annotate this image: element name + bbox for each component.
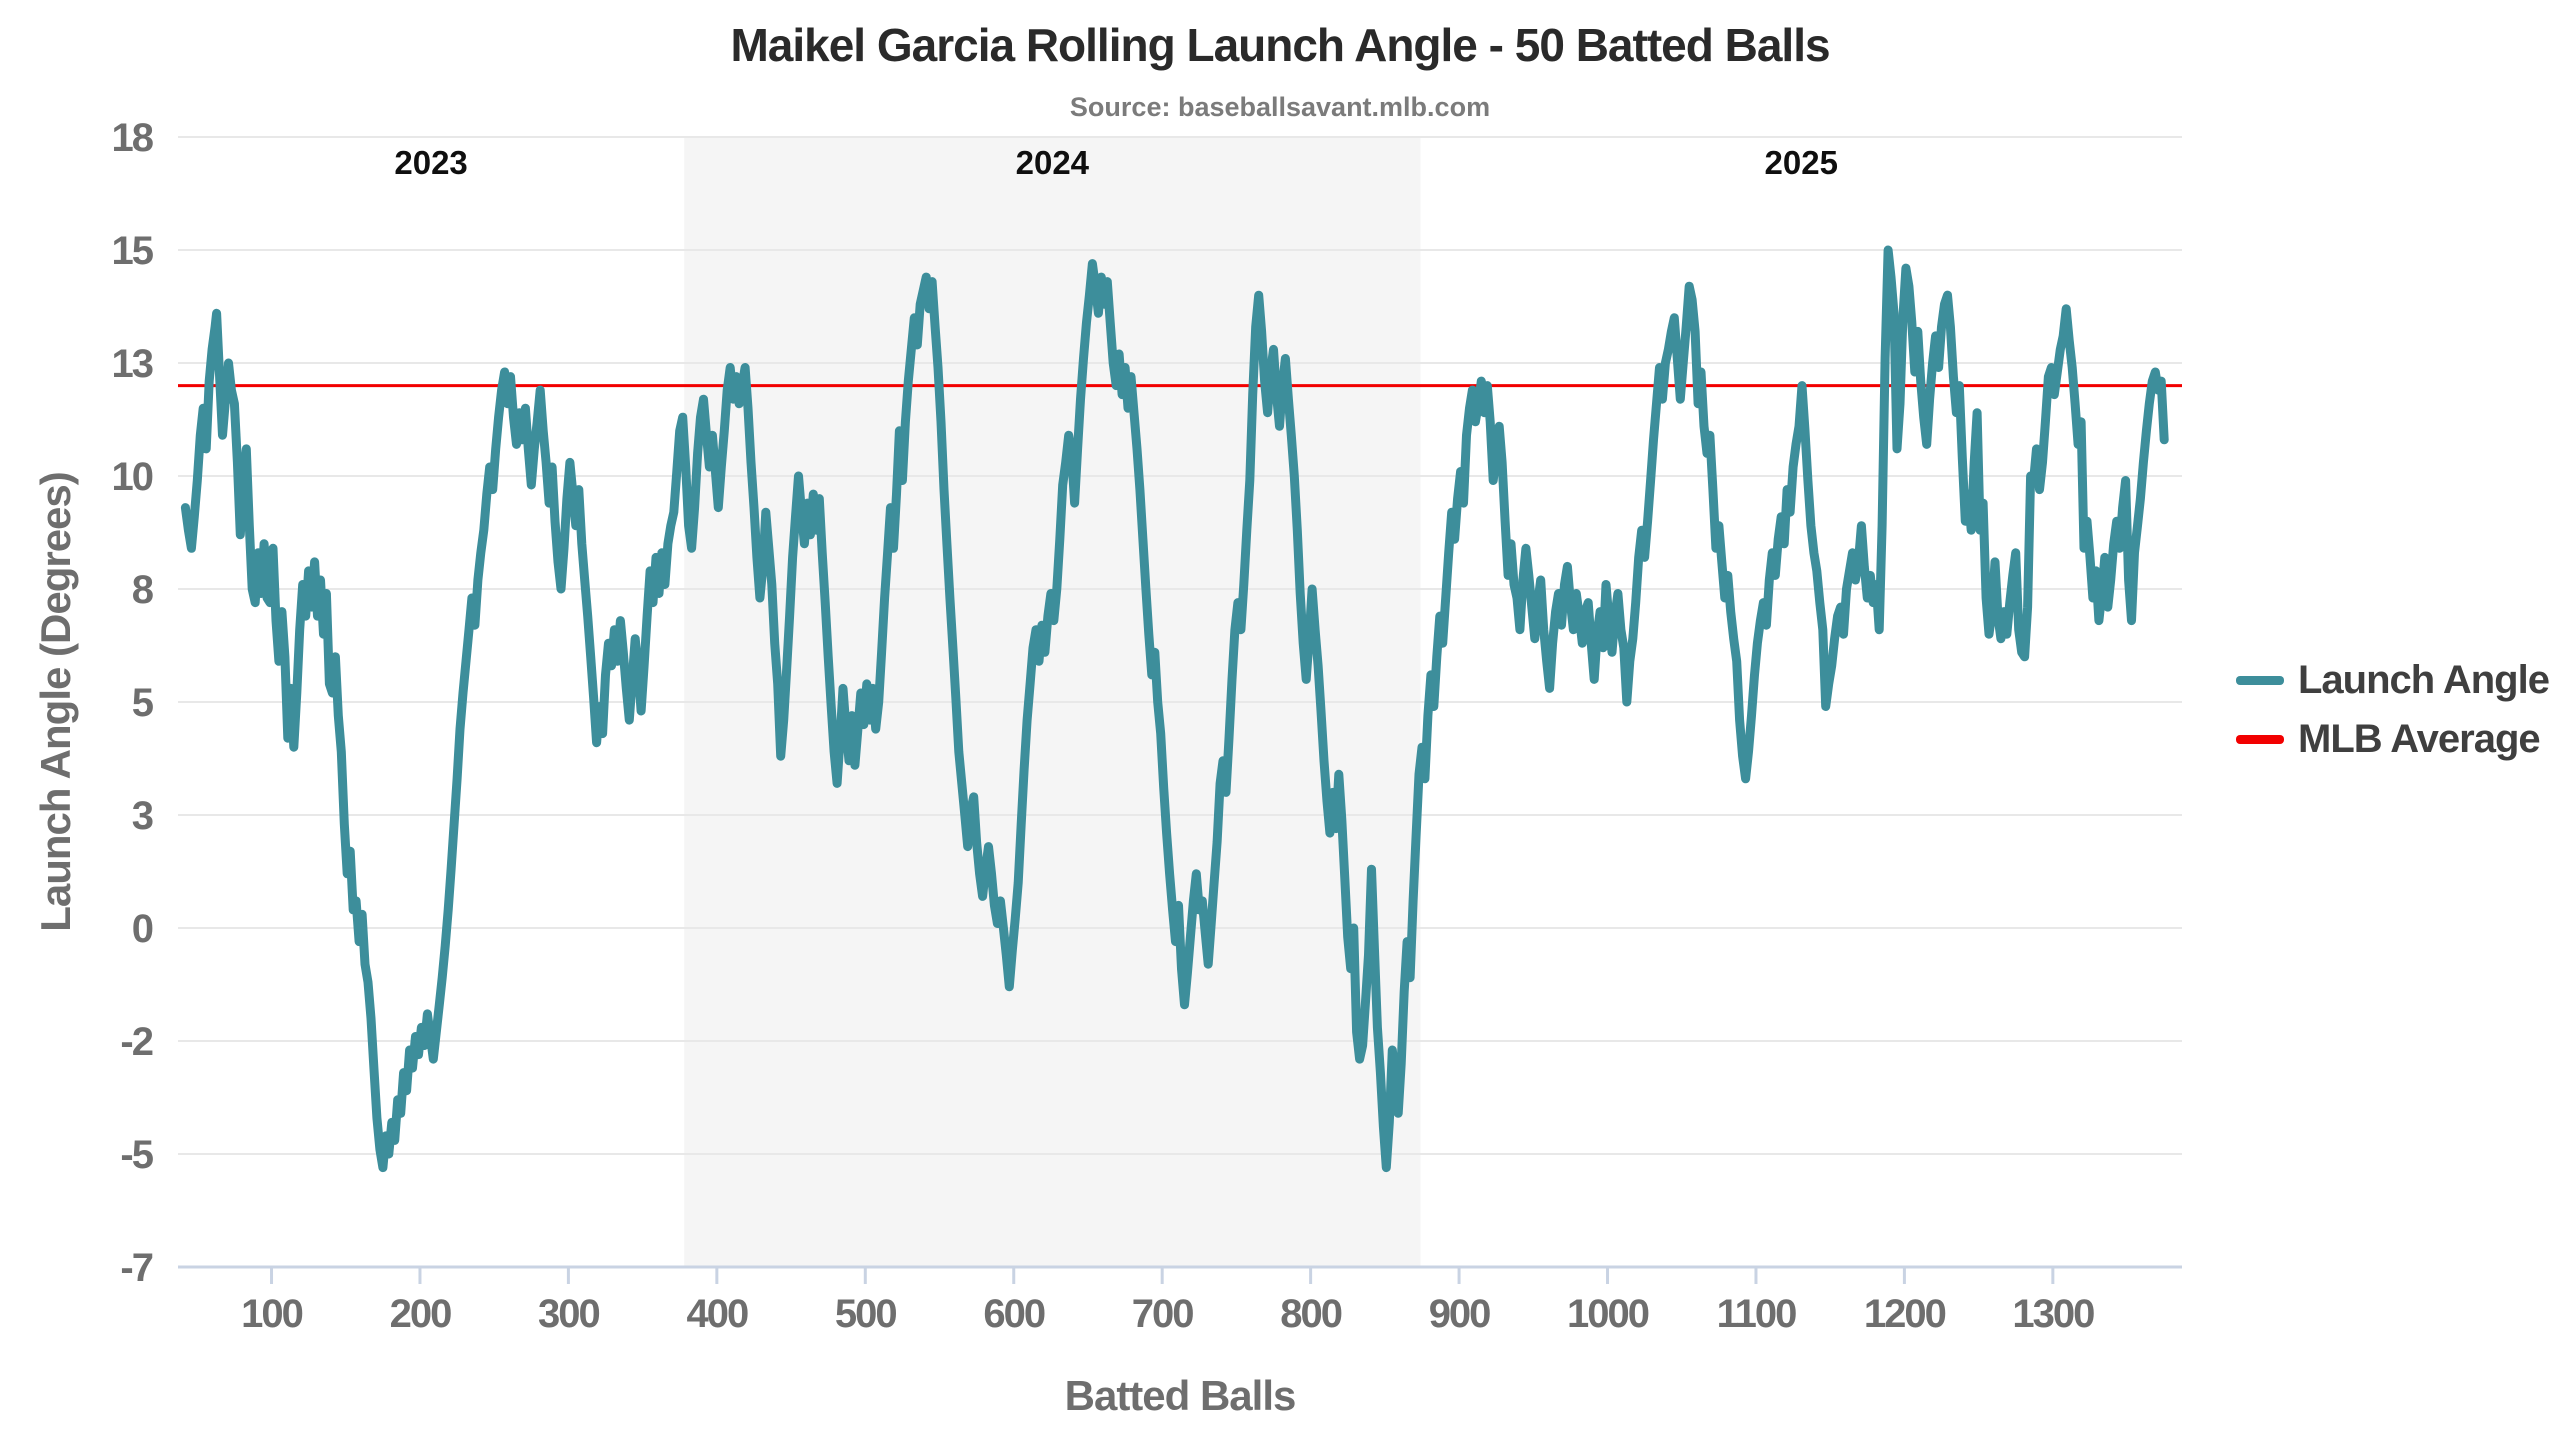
legend-item-mlb-average: MLB Average: [2236, 717, 2549, 762]
launch-angle-line: [180, 245, 2169, 1173]
x-tick-label-1000: 1000: [1567, 1292, 1649, 1336]
year-label-2023: 2023: [394, 144, 467, 181]
x-tick-label-1300: 1300: [2012, 1292, 2094, 1336]
mlb-average-swatch-icon: [2236, 735, 2284, 744]
y-tick-label-3: 3: [132, 794, 153, 838]
chart-title: Maikel Garcia Rolling Launch Angle - 50 …: [730, 19, 1830, 71]
y-tick-label--7: -7: [120, 1246, 152, 1290]
x-tick-labels: 100 200 300 400 500 600 700 800 900 1000 1100 1200 1…: [241, 1292, 2096, 1336]
x-tick-label-1200: 1200: [1864, 1292, 1946, 1336]
y-tick-label--2: -2: [120, 1020, 152, 1064]
x-tick-label-500: 500: [835, 1292, 896, 1336]
x-axis-title: Batted Balls: [1064, 1372, 1297, 1419]
y-tick-label-8: 8: [132, 568, 154, 612]
x-tick-label-1100: 1100: [1717, 1292, 1797, 1336]
x-tick-label-100: 100: [241, 1292, 302, 1336]
chart-source-subtitle: Source: baseballsavant.mlb.com: [1069, 92, 1491, 122]
legend-item-launch-angle: Launch Angle: [2236, 658, 2550, 703]
y-tick-labels: 18 15 13 10 8 5 3 0 -2 -5 -7: [112, 116, 156, 1290]
launch-angle-swatch-icon: [2236, 676, 2284, 685]
y-axis-title: Launch Angle (Degrees): [32, 472, 79, 932]
year-label-2025: 2025: [1765, 144, 1838, 181]
legend: Launch Angle MLB Average: [2236, 658, 2550, 762]
y-tick-label-15: 15: [112, 229, 154, 273]
x-tick-label-600: 600: [983, 1292, 1044, 1336]
x-tick-label-800: 800: [1280, 1292, 1341, 1336]
x-tick-label-300: 300: [538, 1292, 599, 1336]
y-tick-label-0: 0: [132, 907, 153, 951]
x-tick-label-700: 700: [1132, 1292, 1193, 1336]
x-tick-label-400: 400: [686, 1292, 747, 1336]
y-tick-label-13: 13: [112, 342, 153, 386]
x-tick-label-200: 200: [390, 1292, 451, 1336]
x-tick-label-900: 900: [1429, 1292, 1490, 1336]
season-year-labels: 2023 2024 2025: [394, 144, 1838, 181]
launch-angle-polyline: [180, 245, 2169, 1173]
y-tick-label-5: 5: [132, 681, 154, 725]
y-tick-label-18: 18: [112, 116, 154, 160]
y-tick-label-10: 10: [112, 455, 153, 499]
y-tick-label--5: -5: [120, 1133, 153, 1177]
legend-label-mlb-average: MLB Average: [2298, 717, 2541, 761]
x-axis-line-and-ticks: [178, 1265, 2182, 1284]
legend-label-launch-angle: Launch Angle: [2298, 658, 2550, 702]
year-label-2024: 2024: [1016, 144, 1090, 181]
